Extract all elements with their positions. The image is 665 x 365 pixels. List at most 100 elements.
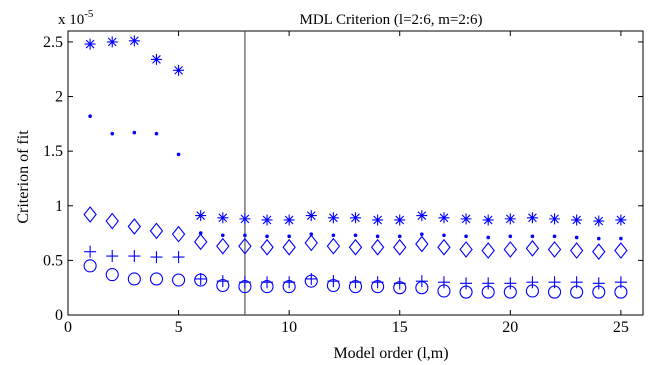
point-point	[353, 233, 358, 238]
circle-point	[326, 278, 340, 293]
point-point	[420, 232, 424, 236]
diamond-point	[569, 242, 584, 259]
circle-point	[503, 285, 517, 299]
circle-point	[481, 285, 495, 299]
chart-title: MDL Criterion (l=2:6, m=2:6)	[299, 12, 482, 28]
asterisk-point	[549, 213, 561, 225]
x-tick-label: 20	[502, 319, 518, 336]
y-axis-label: Criterion of fit	[15, 130, 32, 224]
point-point	[265, 234, 269, 239]
y-tick-label: 0.5	[43, 252, 63, 269]
circle-point	[371, 280, 385, 294]
plus-point	[482, 277, 495, 290]
y-tick-label: 1	[55, 198, 63, 215]
asterisk-point	[195, 210, 207, 222]
diamond-point	[459, 241, 473, 258]
asterisk-point	[460, 213, 472, 225]
diamond-point	[105, 212, 119, 230]
circle-point	[216, 278, 230, 293]
point-point	[331, 233, 336, 238]
circle-point	[437, 284, 451, 298]
asterisk-point	[239, 213, 251, 225]
circle-point	[459, 285, 473, 299]
asterisk-point	[327, 212, 339, 224]
point-point	[508, 234, 513, 239]
circle-point	[194, 273, 208, 287]
asterisk-point	[305, 210, 317, 222]
y-exponent-power: -5	[84, 8, 94, 20]
diamond-point	[216, 237, 230, 255]
y-exponent-base: x 10	[58, 12, 84, 28]
asterisk-point	[261, 214, 273, 226]
circle-point	[415, 281, 429, 295]
diamond-point	[370, 238, 385, 256]
point-point	[596, 236, 601, 241]
circle-point	[83, 259, 97, 273]
point-point	[88, 114, 92, 118]
point-point	[530, 234, 535, 239]
plus-point	[150, 251, 163, 264]
circle-point	[127, 272, 141, 286]
circle-point	[614, 285, 628, 299]
plus-point	[460, 277, 473, 290]
circle-point	[570, 285, 584, 299]
diamond-point	[393, 238, 407, 256]
diamond-point	[282, 238, 296, 256]
plus-point	[437, 276, 450, 289]
point-point	[243, 233, 247, 238]
circle-point	[592, 285, 606, 299]
diamond-point	[437, 238, 451, 256]
y-tick-label: 2.5	[43, 34, 63, 51]
asterisk-point	[106, 36, 118, 48]
plus-point	[106, 250, 119, 263]
y-tick-label: 1.5	[43, 143, 63, 160]
plus-point	[592, 277, 605, 290]
point-point	[486, 235, 490, 240]
y-tick-label: 2	[55, 89, 63, 106]
circle-point	[304, 274, 318, 288]
point-point	[110, 131, 115, 136]
diamond-point	[260, 238, 274, 256]
point-point	[375, 234, 380, 239]
point-point	[574, 235, 579, 240]
circle-point	[547, 285, 562, 299]
circle-point	[260, 280, 274, 294]
data-marks	[83, 35, 628, 299]
x-tick-label: 15	[392, 319, 408, 336]
diamond-point	[149, 222, 164, 240]
point-point	[442, 233, 446, 238]
asterisk-point	[217, 212, 229, 224]
asterisk-point	[504, 213, 516, 225]
plus-point	[526, 276, 539, 289]
point-point	[221, 233, 225, 238]
plus-point	[415, 275, 428, 288]
asterisk-point	[283, 214, 295, 226]
x-tick-label: 10	[281, 319, 297, 336]
diamond-point	[127, 218, 142, 235]
point-point	[309, 232, 314, 236]
diamond-point	[481, 242, 495, 259]
asterisk-point	[571, 214, 583, 226]
diamond-point	[171, 225, 186, 243]
asterisk-point	[173, 64, 185, 76]
diamond-point	[525, 239, 540, 257]
asterisk-point	[438, 212, 450, 224]
circle-point	[282, 280, 296, 294]
diamond-point	[193, 233, 208, 251]
diamond-point	[348, 238, 363, 256]
diamond-point	[326, 237, 341, 255]
circle-point	[105, 268, 119, 282]
diamond-point	[415, 235, 429, 253]
plus-point	[172, 251, 185, 264]
circle-point	[149, 272, 164, 286]
asterisk-point	[526, 212, 538, 224]
circle-point	[348, 280, 363, 294]
plus-point	[128, 250, 141, 263]
asterisk-point	[416, 210, 428, 222]
plus-point	[194, 272, 207, 285]
point-point	[619, 236, 623, 241]
diamond-point	[614, 242, 628, 259]
axes: 0 5 10 15 20 25 0 0.5 1 1.5 2 2.5	[43, 30, 644, 336]
diamond-point	[304, 234, 318, 252]
